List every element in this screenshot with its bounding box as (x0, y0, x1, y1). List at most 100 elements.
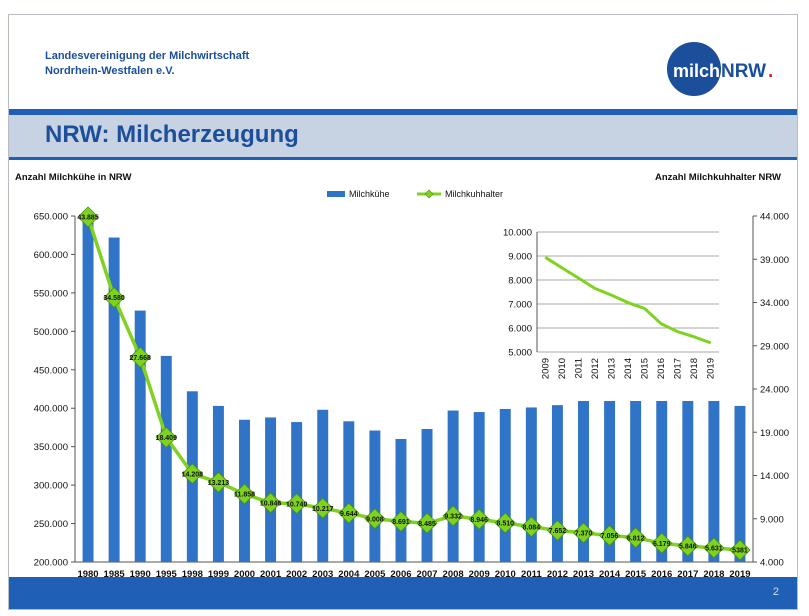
slide: Landesvereinigung der Milchwirtschaft No… (8, 14, 798, 610)
marker-milchkuhhalter-2007 (416, 512, 438, 534)
x-axis-label-1980: 1980 (77, 569, 98, 577)
x-axis-label-2007: 2007 (416, 569, 437, 577)
marker-milchkuhhalter-1999 (207, 471, 229, 493)
inset-x-label-2018: 2018 (689, 358, 700, 379)
data-label-milchkuhhalter-2008: 9.332 (444, 513, 462, 520)
data-label-milchkuhhalter-1990: 27.668 (129, 355, 151, 362)
data-label-milchkuhhalter-2002: 10.740 (286, 501, 308, 508)
inset-x-label-2019: 2019 (706, 358, 717, 379)
data-label-milchkuhhalter-1995: 18.409 (156, 435, 178, 442)
marker-milchkuhhalter-2013 (572, 522, 595, 544)
marker-milchkuhhalter-2015 (625, 527, 647, 549)
data-label-milchkuhhalter-2012: 7.652 (549, 528, 567, 535)
data-label-milchkuhhalter-2014: 7.056 (601, 533, 619, 540)
milch-nrw-logo: milch NRW . (667, 42, 773, 96)
footer-band: 2 (9, 577, 797, 609)
x-axis-label-2017: 2017 (677, 569, 698, 577)
right-axis-tick-label: 44.000 (760, 212, 789, 223)
right-axis-tick-label: 14.000 (760, 471, 789, 482)
inset-line (544, 256, 712, 345)
data-label-milchkuhhalter-2010: 8.510 (497, 521, 515, 528)
right-axis-tick-label: 9.000 (760, 514, 784, 525)
x-axis-label-1990: 1990 (130, 569, 151, 577)
left-axis-tick-label: 250.000 (34, 519, 68, 530)
right-axis-tick-label: 4.000 (760, 558, 784, 569)
inset-x-label-2013: 2013 (606, 358, 617, 379)
bar-milchkuehe-1985 (108, 237, 120, 562)
inset-y-tick-label: 10.000 (503, 228, 532, 239)
data-label-milchkuhhalter-2006: 8.691 (392, 519, 410, 526)
marker-milchkuhhalter-1995 (155, 426, 177, 448)
data-label-milchkuhhalter-1998: 14.208 (182, 471, 204, 478)
bar-milchkuehe-2007 (421, 428, 433, 562)
bar-milchkuehe-1990 (134, 310, 146, 562)
right-axis-tick-label: 29.000 (760, 341, 789, 352)
left-axis-tick-label: 600.000 (34, 250, 68, 261)
inset-background (487, 215, 741, 401)
x-axis-label-2012: 2012 (547, 569, 568, 577)
data-label-milchkuhhalter-2017: 5.846 (679, 544, 697, 551)
marker-milchkuhhalter-2004 (338, 502, 360, 524)
right-axis-tick-label: 24.000 (760, 385, 789, 396)
bar-milchkuehe-2018 (708, 399, 720, 562)
marker-milchkuhhalter-2017 (677, 535, 699, 557)
data-label-milchkuhhalter-2000: 11.858 (234, 492, 255, 499)
header-band (9, 109, 797, 115)
bar-milchkuehe-2011 (525, 407, 537, 562)
bar-milchkuehe-2014 (604, 392, 616, 562)
right-axis-tick-label: 19.000 (760, 428, 789, 439)
marker-milchkuhhalter-2001 (260, 492, 282, 514)
data-label-milchkuhhalter-2004: 9.644 (340, 511, 358, 518)
left-axis-label: Anzahl Milchkühe in NRW (15, 172, 132, 183)
x-axis-label-2010: 2010 (495, 569, 516, 577)
right-axis-label: Anzahl Milchkuhhalter NRW (655, 172, 781, 183)
bar-milchkuehe-2015 (630, 390, 642, 562)
org-line-2: Nordrhein-Westfalen e.V. (45, 65, 175, 77)
inset-y-tick-label: 5.000 (508, 348, 532, 359)
x-axis-label-2013: 2013 (573, 569, 594, 577)
logo-word-milch: milch (673, 61, 720, 81)
inset-x-label-2012: 2012 (590, 358, 601, 379)
marker-milchkuhhalter-2000 (233, 483, 256, 505)
data-label-milchkuhhalter-2003: 10.217 (312, 506, 334, 513)
title-bar (9, 115, 797, 157)
left-axis-tick-label: 500.000 (34, 327, 68, 338)
data-label-milchkuhhalter-2009: 8.946 (470, 517, 488, 524)
bar-milchkuehe-1980 (82, 217, 94, 562)
inset-x-label-2017: 2017 (673, 358, 684, 379)
marker-milchkuhhalter-2016 (651, 532, 673, 554)
bar-milchkuehe-2017 (682, 393, 694, 562)
marker-milchkuhhalter-2009 (468, 508, 490, 530)
inset-x-label-2014: 2014 (623, 358, 634, 379)
logo-dot: . (768, 61, 773, 82)
marker-milchkuhhalter-1998 (181, 463, 203, 485)
bar-milchkuehe-2002 (291, 422, 303, 562)
data-label-milchkuhhalter-2011: 8.084 (523, 524, 541, 531)
x-axis-label-2008: 2008 (443, 569, 464, 577)
data-label-milchkuhhalter-2007: 8.485 (418, 521, 436, 528)
data-label-milchkuhhalter-1980: 43.885 (77, 215, 99, 222)
legend-marker-milchkuhhalter (424, 189, 434, 199)
marker-milchkuhhalter-2010 (494, 512, 516, 534)
data-label-milchkuhhalter-2005: 9.008 (366, 516, 384, 523)
data-label-milchkuhhalter-1985: 34.580 (103, 295, 125, 302)
title-rule (9, 157, 797, 160)
right-axis-tick-label: 39.000 (760, 255, 789, 266)
marker-milchkuhhalter-2006 (390, 510, 412, 532)
logo-word-nrw: NRW (721, 61, 766, 82)
left-axis-tick-label: 550.000 (34, 288, 68, 299)
right-axis-tick-label: 34.000 (760, 298, 789, 309)
x-axis-label-2006: 2006 (390, 569, 411, 577)
marker-milchkuhhalter-2003 (312, 497, 334, 519)
org-line-1: Landesvereinigung der Milchwirtschaft (45, 50, 250, 62)
x-axis-label-2002: 2002 (286, 569, 307, 577)
marker-milchkuhhalter-2008 (442, 505, 464, 527)
marker-milchkuhhalter-1985 (103, 286, 125, 309)
x-axis-label-2011: 2011 (521, 569, 542, 577)
legend-label-milchkuhhalter: Milchkuhhalter (445, 189, 503, 199)
bar-milchkuehe-2012 (551, 405, 563, 562)
marker-milchkuhhalter-1990 (129, 346, 151, 368)
inset-x-label-2009: 2009 (540, 358, 551, 379)
bar-milchkuehe-1995 (160, 355, 172, 562)
data-label-milchkuhhalter-2013: 7.370 (575, 530, 593, 537)
